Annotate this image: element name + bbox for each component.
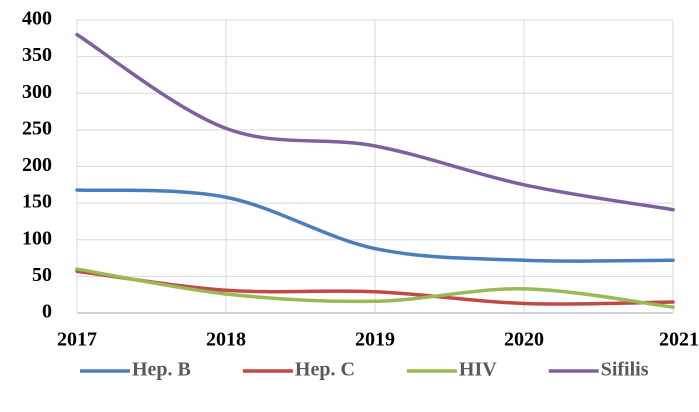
y-tick-label: 300 xyxy=(22,81,52,103)
y-tick-label: 0 xyxy=(42,301,52,323)
legend-label: Hep. C xyxy=(295,359,355,381)
y-tick-label: 250 xyxy=(22,117,52,139)
x-tick-label: 2018 xyxy=(206,329,246,351)
series-line xyxy=(75,32,675,212)
legend-label: HIV xyxy=(459,359,497,381)
y-tick-label: 200 xyxy=(22,154,52,176)
y-tick-label: 150 xyxy=(22,191,52,213)
x-tick-label: 2017 xyxy=(57,329,97,351)
y-tick-label: 350 xyxy=(22,44,52,66)
x-tick-label: 2019 xyxy=(355,329,395,351)
series-line xyxy=(75,267,675,309)
series-line xyxy=(75,188,675,263)
y-tick-label: 400 xyxy=(22,8,52,30)
x-tick-label: 2021 xyxy=(659,329,699,351)
legend-label: Sifilis xyxy=(601,359,649,381)
legend-label: Hep. B xyxy=(132,359,191,381)
y-tick-label: 100 xyxy=(22,227,52,249)
y-tick-label: 50 xyxy=(32,264,52,286)
x-tick-label: 2020 xyxy=(504,329,544,351)
